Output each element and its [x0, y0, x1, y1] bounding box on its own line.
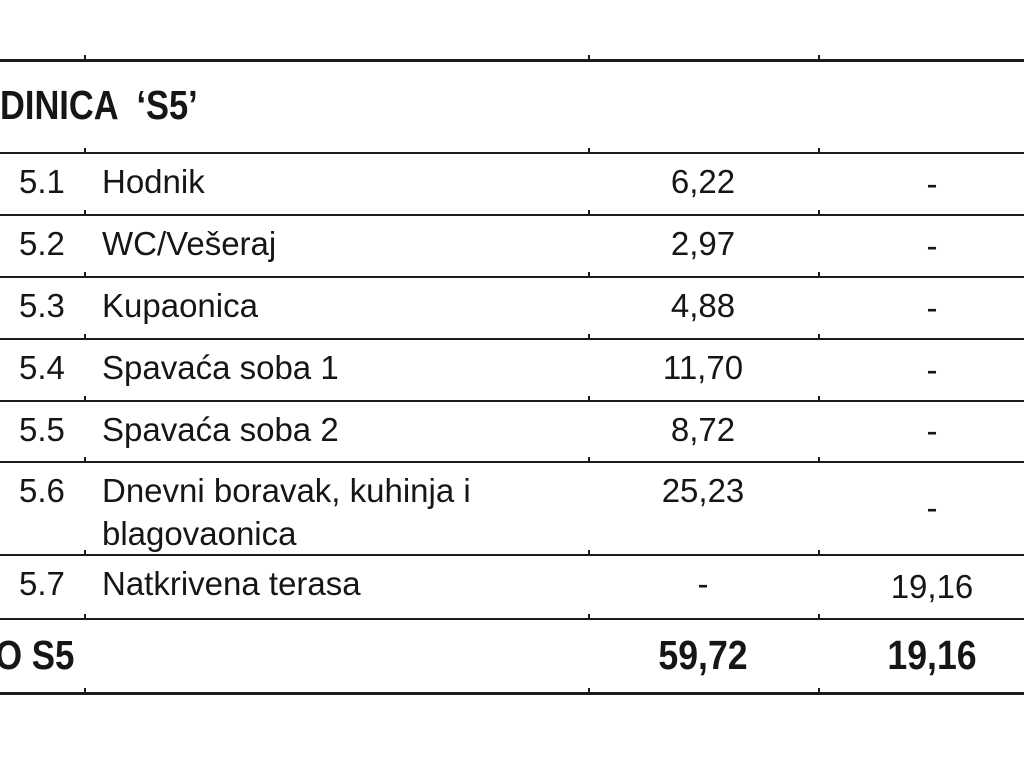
row-number: 5.6 [19, 472, 65, 509]
terrace-value: - [926, 164, 938, 202]
total-row: O S5 59,72 19,16 [0, 618, 1024, 692]
terrace-value: - [926, 288, 938, 326]
row-number: 5.4 [19, 349, 65, 386]
area-value: 6,22 [670, 163, 736, 200]
column-boundary-tick [588, 148, 590, 154]
column-boundary-tick [588, 210, 590, 216]
column-boundary-tick [818, 688, 820, 694]
column-boundary-tick [84, 688, 86, 694]
table-row: 5.2 WC/Vešeraj 2,97 - [0, 214, 1024, 276]
table-row: 5.3 Kupaonica 4,88 - [0, 276, 1024, 338]
table-row: 5.1 Hodnik 6,22 - [0, 152, 1024, 214]
column-boundary-tick [84, 210, 86, 216]
table-row: 5.5 Spavaća soba 2 8,72 - [0, 400, 1024, 461]
column-boundary-tick [818, 550, 820, 556]
table-rule [0, 614, 1024, 620]
column-boundary-tick [818, 55, 820, 61]
room-name: Kupaonica [102, 287, 258, 324]
column-boundary-tick [818, 457, 820, 463]
table-rule [0, 148, 1024, 154]
table-rule [0, 396, 1024, 402]
row-number: 5.7 [19, 565, 65, 602]
room-name: Hodnik [102, 163, 205, 200]
table-row: 5.4 Spavaća soba 1 11,70 - [0, 338, 1024, 400]
area-value: 8,72 [670, 411, 736, 448]
column-boundary-tick [588, 272, 590, 278]
terrace-value: - [926, 350, 938, 388]
column-boundary-tick [588, 688, 590, 694]
area-value: 4,88 [670, 287, 736, 324]
terrace-value: - [926, 412, 938, 449]
column-boundary-tick [84, 148, 86, 154]
table-rule [0, 210, 1024, 216]
column-boundary-tick [84, 272, 86, 278]
column-boundary-tick [588, 55, 590, 61]
column-boundary-tick [84, 614, 86, 620]
table-rule-bottom [0, 688, 1024, 695]
column-boundary-tick [84, 550, 86, 556]
room-name: Spavaća soba 1 [102, 349, 339, 386]
room-name: Dnevni boravak, kuhinja i blagovaonica [102, 472, 471, 552]
column-boundary-tick [84, 55, 86, 61]
column-boundary-tick [818, 334, 820, 340]
column-boundary-tick [818, 210, 820, 216]
table-rule-top [0, 55, 1024, 62]
area-value: 11,70 [662, 349, 744, 386]
total-terrace-value: 19,16 [887, 631, 977, 678]
column-boundary-tick [588, 396, 590, 402]
row-number: 5.2 [19, 225, 65, 262]
column-boundary-tick [588, 457, 590, 463]
room-name: Natkrivena terasa [102, 565, 361, 602]
column-boundary-tick [818, 614, 820, 620]
column-boundary-tick [588, 614, 590, 620]
terrace-value: 19,16 [890, 567, 974, 605]
row-number: 5.1 [19, 163, 65, 200]
table-row: 5.7 Natkrivena terasa - 19,16 [0, 554, 1024, 618]
room-name: Spavaća soba 2 [102, 411, 339, 448]
total-label: O S5 [0, 631, 75, 678]
column-boundary-tick [84, 334, 86, 340]
area-value: 25,23 [661, 472, 745, 509]
area-value: - [697, 565, 709, 602]
table-row: 5.6 Dnevni boravak, kuhinja i blagovaoni… [0, 461, 1024, 554]
row-number: 5.5 [19, 411, 65, 448]
total-area-value: 59,72 [658, 631, 748, 678]
column-boundary-tick [84, 457, 86, 463]
terrace-value: - [926, 489, 938, 526]
column-boundary-tick [818, 396, 820, 402]
table-rule [0, 457, 1024, 463]
row-number: 5.3 [19, 287, 65, 324]
room-name: WC/Vešeraj [102, 225, 277, 262]
unit-heading: DINICA ‘S5’ [0, 82, 198, 128]
column-boundary-tick [818, 272, 820, 278]
terrace-value: - [926, 226, 938, 264]
column-boundary-tick [588, 334, 590, 340]
column-boundary-tick [84, 396, 86, 402]
column-boundary-tick [588, 550, 590, 556]
table-rule [0, 550, 1024, 556]
table-rule [0, 272, 1024, 278]
column-boundary-tick [818, 148, 820, 154]
area-value: 2,97 [670, 225, 736, 262]
table-rule [0, 334, 1024, 340]
